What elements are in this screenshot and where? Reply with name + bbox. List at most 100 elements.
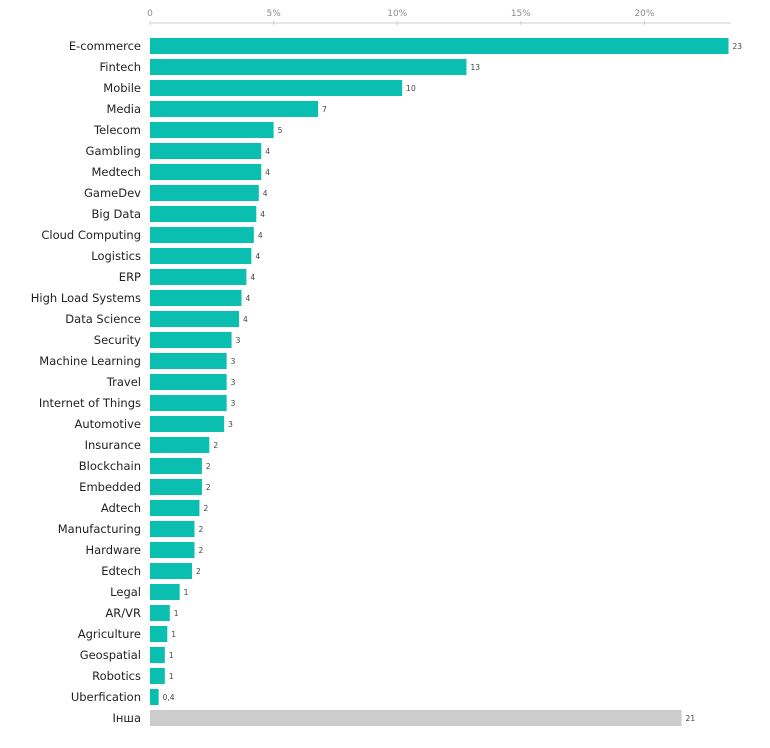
bar (150, 353, 227, 369)
bar (150, 143, 262, 159)
category-label: Travel (106, 375, 141, 389)
category-label: Інша (113, 711, 141, 725)
bar (150, 80, 403, 96)
category-label: Insurance (85, 438, 141, 452)
bar (150, 38, 729, 54)
data-label: 10 (406, 84, 416, 93)
data-label: 3 (231, 399, 236, 408)
data-label: 3 (231, 378, 236, 387)
data-label: 21 (686, 714, 696, 723)
category-label: Gambling (86, 144, 141, 158)
data-label: 3 (231, 357, 236, 366)
x-tick-label: 5% (266, 9, 281, 19)
category-label: Logistics (91, 249, 141, 263)
bar (150, 605, 170, 621)
category-label: Media (106, 102, 141, 116)
data-label: 4 (243, 315, 248, 324)
data-label: 2 (196, 567, 201, 576)
data-label: 1 (184, 588, 189, 597)
data-label: 1 (174, 609, 179, 618)
bar (150, 521, 195, 537)
x-tick-label: 15% (511, 9, 531, 19)
category-label: Security (94, 333, 141, 347)
bar (150, 248, 252, 264)
category-label: E-commerce (69, 39, 141, 53)
bar (150, 437, 210, 453)
data-label: 2 (206, 483, 211, 492)
category-label: Telecom (93, 123, 141, 137)
bar (150, 290, 242, 306)
category-labels: E-commerce Fintech Mobile Media Telecom Gambl… (31, 39, 141, 725)
bars (150, 38, 729, 726)
bar (150, 227, 254, 243)
data-label: 2 (199, 546, 204, 555)
bar (150, 563, 193, 579)
bar (150, 269, 247, 285)
category-label: Agriculture (78, 627, 141, 641)
data-label: 3 (236, 336, 241, 345)
category-label: Big Data (92, 207, 142, 221)
category-label: Embedded (79, 480, 141, 494)
category-label: Internet of Things (39, 396, 141, 410)
bar (150, 206, 257, 222)
x-tick-label: 10% (387, 9, 407, 19)
category-label: Machine Learning (39, 354, 141, 368)
bar (150, 479, 202, 495)
category-label: Blockchain (79, 459, 141, 473)
bar (150, 647, 165, 663)
category-label: Geospatial (80, 648, 141, 662)
bar (150, 101, 319, 117)
category-label: Uberfication (71, 690, 141, 704)
category-label: Edtech (101, 564, 141, 578)
bar (150, 374, 227, 390)
x-tick-label: 0 (147, 9, 153, 19)
bar (150, 311, 240, 327)
bar (150, 395, 227, 411)
bar (150, 332, 232, 348)
bar (150, 584, 180, 600)
data-label: 1 (171, 630, 176, 639)
bar (150, 710, 682, 726)
bar (150, 185, 259, 201)
category-label: Manufacturing (58, 522, 141, 536)
bar (150, 458, 202, 474)
bar (150, 689, 159, 705)
data-label: 4 (245, 294, 250, 303)
data-label: 1 (169, 651, 174, 660)
bar (150, 164, 262, 180)
data-label: 5 (278, 126, 283, 135)
category-label: Hardware (85, 543, 141, 557)
data-label: 4 (255, 252, 260, 261)
data-label: 4 (258, 231, 263, 240)
data-label: 7 (322, 105, 327, 114)
category-label: Adtech (101, 501, 141, 515)
category-label: Automotive (74, 417, 141, 431)
category-label: Robotics (92, 669, 141, 683)
bar (150, 59, 467, 75)
data-label: 4 (263, 189, 268, 198)
category-label: High Load Systems (31, 291, 141, 305)
data-label: 4 (265, 168, 270, 177)
data-label: 2 (203, 504, 208, 513)
data-label: 2 (213, 441, 218, 450)
data-label: 3 (228, 420, 233, 429)
category-label: AR/VR (105, 606, 141, 620)
bar (150, 542, 195, 558)
data-label: 23 (733, 42, 743, 51)
data-label: 1 (169, 672, 174, 681)
data-label: 13 (470, 63, 480, 72)
x-tick-label: 20% (634, 9, 654, 19)
category-label: GameDev (84, 186, 141, 200)
data-label: 2 (199, 525, 204, 534)
bar (150, 626, 168, 642)
data-label: 4 (260, 210, 265, 219)
bar (150, 416, 225, 432)
bar (150, 668, 165, 684)
category-label: Medtech (92, 165, 142, 179)
data-label: 2 (206, 462, 211, 471)
category-label: ERP (119, 270, 141, 284)
category-label: Cloud Computing (41, 228, 141, 242)
data-label: 4 (250, 273, 255, 282)
category-label: Mobile (103, 81, 141, 95)
